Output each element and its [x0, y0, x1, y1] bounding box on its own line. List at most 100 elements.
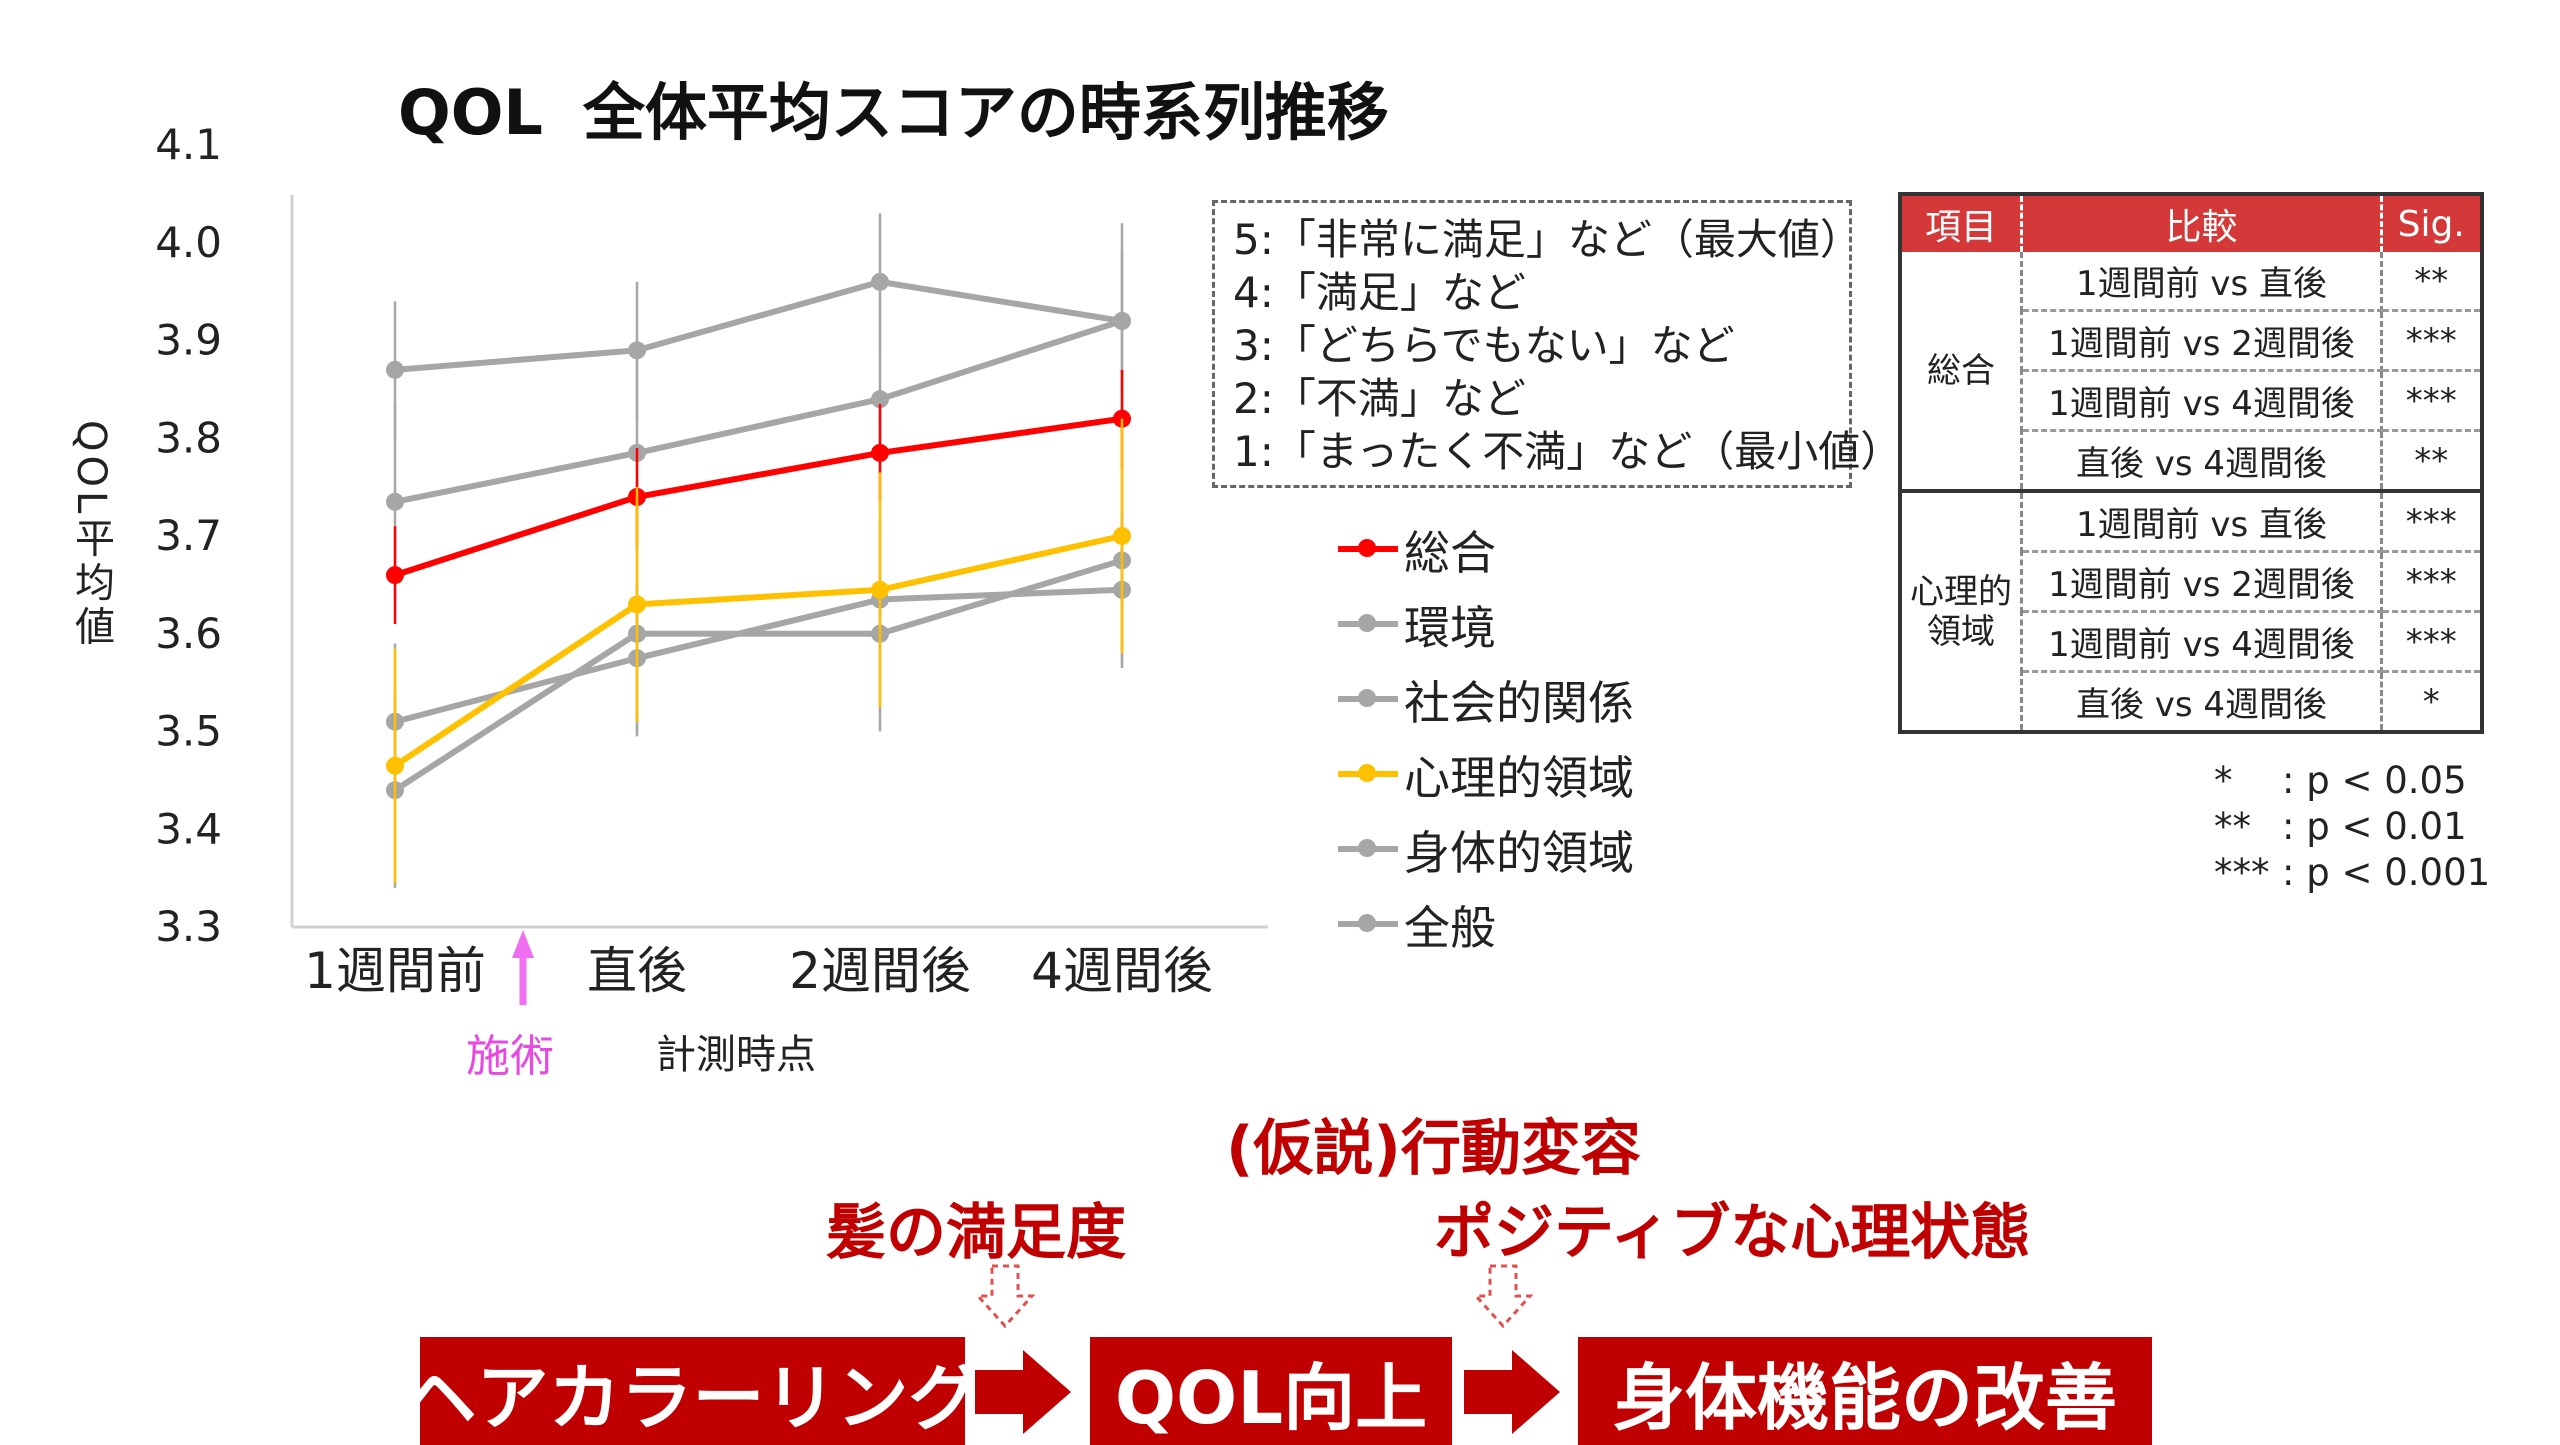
- table-sig-cell: ***: [2381, 491, 2482, 553]
- dashed-down-arrow-icon: [1472, 1264, 1534, 1329]
- table-row: 直後 vs 4週間後 **: [1900, 430, 2482, 493]
- x-tick-label: 2週間後: [789, 942, 971, 1000]
- table-comparison-cell: 直後 vs 4週間後: [2021, 430, 2383, 493]
- data-point: [628, 341, 646, 360]
- hypothesis-left: 髪の満足度: [826, 1198, 1126, 1268]
- table-row: 直後 vs 4週間後 *: [1900, 671, 2482, 732]
- right-arrow-icon: [975, 1350, 1071, 1434]
- table-item-label: 総合: [1927, 350, 1995, 391]
- x-tick-label: 1週間前: [304, 942, 486, 1000]
- scale-note: 3:「どちらでもない」など: [1233, 321, 1735, 370]
- series-line: [393, 557, 1123, 793]
- data-point: [871, 443, 889, 462]
- chart-title-sub: 全体平均スコアの時系列推移: [582, 76, 1389, 149]
- chart-title-main: QOL: [398, 76, 543, 149]
- table-row: 1週間前 vs 4週間後 ***: [1900, 611, 2482, 673]
- table-item-cell: 心理的 領域: [1900, 491, 2023, 734]
- table-header-comparison: 比較: [2021, 194, 2383, 252]
- table-comparison-cell: 1週間前 vs 直後: [2021, 491, 2383, 553]
- table-item-label: 領域: [1927, 611, 1995, 652]
- legend-item: 身体的領域: [1338, 812, 1634, 887]
- p-value-notes: *: p < 0.05 **: p < 0.01 ***: p < 0.001: [2214, 758, 2490, 896]
- series-line: [393, 533, 1123, 769]
- y-tick-label: 3.5: [155, 707, 222, 756]
- table-sig-cell: ***: [2381, 310, 2482, 372]
- series-心理的領域: [386, 418, 1131, 884]
- p-note: *: p < 0.05: [2214, 759, 2467, 802]
- legend-label: 社会的関係: [1404, 675, 1634, 730]
- scale-note: 4:「満足」など: [1233, 268, 1526, 317]
- series-line: [394, 586, 1123, 725]
- legend-swatch: [1338, 838, 1398, 857]
- legend-label: 総合: [1404, 525, 1496, 580]
- surgery-arrowhead-icon: [512, 930, 534, 958]
- y-axis-label: QOL平均値: [68, 420, 114, 650]
- scale-note: 1:「まったく不満」など（最小値）: [1233, 427, 1903, 476]
- table-sig-cell: **: [2381, 430, 2482, 493]
- legend-item: 社会的関係: [1338, 662, 1634, 737]
- table-item-cell: 総合: [1900, 252, 2023, 493]
- data-point: [386, 756, 404, 775]
- right-arrow-icon: [1464, 1350, 1560, 1434]
- table-sig-cell: **: [2381, 252, 2482, 312]
- legend-item: 全般: [1338, 887, 1634, 962]
- table-comparison-cell: 1週間前 vs 直後: [2021, 252, 2383, 312]
- legend-label: 身体的領域: [1404, 825, 1634, 880]
- table-comparison-cell: 1週間前 vs 4週間後: [2021, 370, 2383, 432]
- y-tick-label: 3.7: [155, 511, 222, 560]
- series-身体的領域: [386, 511, 1131, 800]
- legend-swatch: [1338, 913, 1398, 932]
- scale-note: 5:「非常に満足」など（最大値）: [1233, 215, 1862, 264]
- flow-step-physical: 身体機能の改善: [1578, 1337, 2152, 1445]
- legend-item: 総合: [1338, 512, 1634, 587]
- series-環境: [386, 213, 1131, 439]
- chart-labels: 4.1 4.0 3.9 3.8 3.7 3.6 3.5 3.4 3.3 1週間前 直後 2週間後 4週間…: [155, 120, 1213, 1000]
- series-line: [394, 415, 1123, 578]
- data-point: [871, 272, 889, 291]
- legend-swatch: [1338, 538, 1398, 557]
- legend-label: 環境: [1404, 600, 1496, 655]
- significance-table: 項目 比較 Sig. 総合 1週間前 vs 直後 ** 1週間前 vs 2週間後…: [1898, 192, 2484, 734]
- chart-legend: 総合環境社会的関係心理的領域身体的領域全般: [1338, 512, 1634, 962]
- flow-step-qol: QOL向上: [1090, 1337, 1452, 1445]
- table-sig-cell: ***: [2381, 370, 2482, 432]
- y-tick-label: 3.8: [155, 413, 222, 462]
- series-line: [394, 318, 1123, 505]
- table-comparison-cell: 1週間前 vs 2週間後: [2021, 310, 2383, 372]
- legend-item: 環境: [1338, 587, 1634, 662]
- scale-notes-box: 5:「非常に満足」など（最大値） 4:「満足」など 3:「どちらでもない」など …: [1212, 200, 1903, 488]
- data-point: [871, 390, 889, 409]
- data-point: [628, 595, 646, 614]
- y-tick-label: 3.9: [155, 316, 222, 365]
- table-header-sig: Sig.: [2381, 194, 2482, 252]
- data-point: [871, 580, 889, 599]
- y-tick-label: 4.1: [155, 120, 222, 169]
- table-sig-cell: ***: [2381, 551, 2482, 613]
- table-comparison-cell: 1週間前 vs 4週間後: [2021, 611, 2383, 673]
- series-line: [394, 278, 1123, 373]
- legend-label: 心理的領域: [1404, 750, 1634, 805]
- surgery-label: 施術: [466, 1031, 554, 1082]
- x-tick-label: 4週間後: [1031, 942, 1213, 1000]
- table-sig-cell: *: [2422, 681, 2440, 722]
- p-note: ***: p < 0.001: [2214, 851, 2491, 894]
- x-axis-label: 計測時点: [656, 1032, 816, 1078]
- table-row: 総合 1週間前 vs 直後 **: [1900, 252, 2482, 493]
- data-point: [1113, 311, 1131, 330]
- y-tick-label: 3.6: [155, 609, 222, 658]
- scale-note: 2:「不満」など: [1233, 374, 1526, 423]
- series-全般: [386, 462, 1131, 888]
- data-point: [386, 492, 404, 511]
- legend-swatch: [1338, 688, 1398, 707]
- chart-title: QOL 全体平均スコアの時系列推移: [398, 62, 1389, 152]
- y-tick-label: 3.4: [155, 804, 222, 853]
- y-tick-label: 4.0: [155, 218, 222, 267]
- table-comparison-cell: 1週間前 vs 2週間後: [2021, 551, 2383, 613]
- data-point: [386, 566, 404, 585]
- p-note: **: p < 0.01: [2214, 805, 2467, 848]
- x-tick-label: 直後: [587, 942, 687, 1000]
- legend-swatch: [1338, 763, 1398, 782]
- table-row: 1週間前 vs 2週間後 ***: [1900, 551, 2482, 613]
- table-row: 心理的 領域 1週間前 vs 直後 ***: [1900, 491, 2482, 734]
